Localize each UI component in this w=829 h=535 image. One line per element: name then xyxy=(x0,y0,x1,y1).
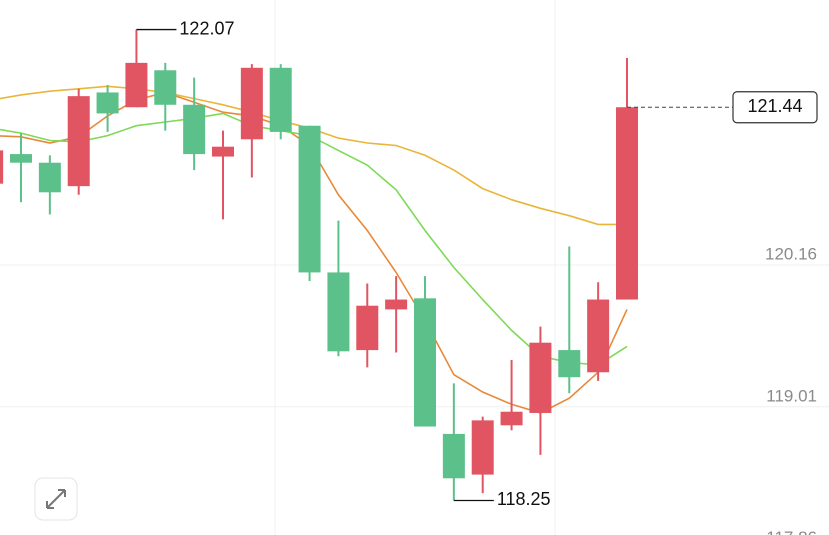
candle-body xyxy=(385,299,408,310)
candle-body xyxy=(0,150,4,184)
y-tick-label: 117.86 xyxy=(766,528,817,535)
candle-body xyxy=(587,299,610,373)
candle-body xyxy=(471,420,494,475)
y-tick-label: 119.01 xyxy=(766,386,817,405)
candle-body xyxy=(240,67,263,140)
candle-body xyxy=(298,125,321,273)
candle-body xyxy=(10,154,32,163)
candle-body xyxy=(38,162,61,193)
expand-button[interactable] xyxy=(34,477,78,521)
candle-body xyxy=(211,146,234,157)
low-label: 118.25 xyxy=(497,489,551,509)
candle-body xyxy=(269,67,292,132)
last-price-label: 121.44 xyxy=(747,96,802,116)
candles xyxy=(0,29,638,501)
candle-body xyxy=(413,298,436,427)
annotations: 122.07 118.25 121.44 xyxy=(136,18,818,509)
candle-body xyxy=(529,342,552,413)
candle-body xyxy=(500,411,523,426)
high-label: 122.07 xyxy=(179,18,234,38)
candle-body xyxy=(327,272,350,352)
candle-body xyxy=(442,433,465,479)
y-tick-label: 120.16 xyxy=(765,245,817,264)
grid: 117.86 119.01 120.16 xyxy=(0,245,829,535)
candle-body xyxy=(125,62,148,108)
candle-body xyxy=(615,107,638,300)
candle-body xyxy=(154,70,177,105)
expand-icon[interactable] xyxy=(46,489,66,509)
candle-body xyxy=(96,92,119,114)
candle-body xyxy=(356,305,379,351)
last-price-box xyxy=(732,91,818,124)
candle-body xyxy=(67,96,90,187)
candle-body xyxy=(558,350,581,378)
candle-body xyxy=(183,104,206,155)
